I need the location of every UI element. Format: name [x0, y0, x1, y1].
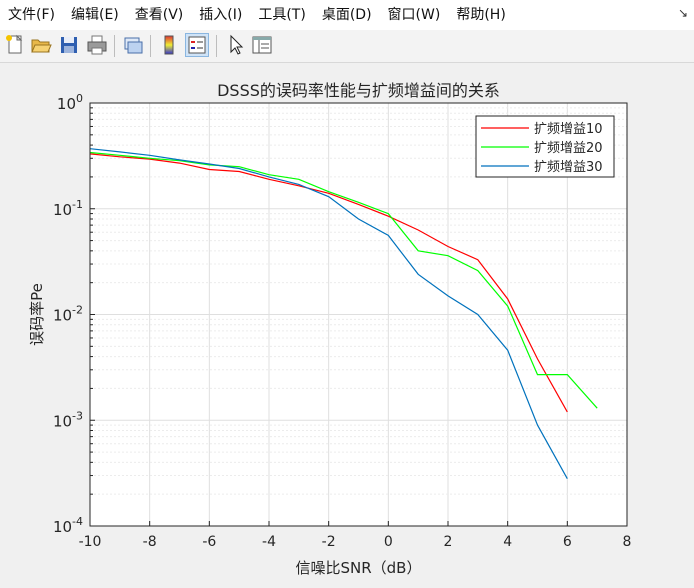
undock-chevron-icon[interactable]: ↘: [677, 6, 688, 20]
menu-help[interactable]: 帮助(H): [456, 7, 506, 23]
colorbar-icon[interactable]: [157, 33, 181, 57]
toolbar-separator: [216, 35, 217, 57]
series-line[interactable]: [89, 153, 568, 413]
chart-title: DSSS的误码率性能与扩频增益间的关系: [217, 81, 500, 100]
axes-frame: [89, 102, 628, 527]
open-folder-icon[interactable]: [29, 33, 53, 57]
legend-icon[interactable]: [185, 33, 209, 57]
x-tick-label: 0: [384, 534, 393, 550]
menu-tools[interactable]: 工具(T): [258, 7, 306, 23]
chart-svg: -10 -8 -6 -4 -2 0 2 4 6 8 10-4 10-3 10-2 10-1 100 DSSS…: [28, 81, 632, 577]
legend-entry-label: 扩频增益30: [534, 160, 603, 175]
x-tick-label: -2: [322, 534, 336, 550]
y-tick-label: 10-2: [53, 304, 83, 325]
x-axis-label: 信噪比SNR（dB）: [296, 559, 422, 577]
legend-entry-label: 扩频增益20: [534, 141, 603, 156]
toolbar-separator: [150, 35, 151, 57]
pointer-icon[interactable]: [223, 33, 247, 57]
menu-window[interactable]: 窗口(W): [387, 7, 441, 23]
x-tick-label: -10: [79, 534, 102, 550]
new-file-icon[interactable]: [3, 33, 27, 57]
y-axis-label: 误码率Pe: [28, 283, 46, 346]
series-line[interactable]: [89, 148, 568, 479]
legend[interactable]: 扩频增益10 扩频增益20 扩频增益30: [475, 115, 615, 178]
y-tick-label: 10-4: [53, 515, 83, 536]
y-tick-label: 10-3: [53, 409, 83, 430]
x-tick-label: 4: [503, 534, 512, 550]
series-line[interactable]: [89, 151, 598, 409]
x-tick-label: -4: [262, 534, 276, 550]
link-plot-icon[interactable]: [121, 33, 145, 57]
menu-bar: 文件(F) 编辑(E) 查看(V) 插入(I) 工具(T) 桌面(D) 窗口(W…: [0, 0, 694, 30]
x-tick-label: 2: [444, 534, 453, 550]
figure-toolbar: [0, 30, 694, 63]
x-tick-label: -8: [143, 534, 157, 550]
x-tick-label: 6: [563, 534, 572, 550]
menu-view[interactable]: 查看(V): [134, 7, 184, 23]
property-inspector-icon[interactable]: [250, 33, 274, 57]
figure-canvas: -10 -8 -6 -4 -2 0 2 4 6 8 10-4 10-3 10-2 10-1 100 DSSS…: [0, 63, 694, 584]
x-tick-label: -6: [202, 534, 216, 550]
menu-insert[interactable]: 插入(I): [199, 7, 243, 23]
save-icon[interactable]: [57, 33, 81, 57]
menu-file[interactable]: 文件(F): [8, 7, 55, 23]
x-tick-label: 8: [623, 534, 632, 550]
menu-edit[interactable]: 编辑(E): [70, 7, 119, 23]
menu-desktop[interactable]: 桌面(D): [321, 7, 372, 23]
toolbar-separator: [114, 35, 115, 57]
y-tick-label: 100: [57, 92, 83, 113]
y-tick-label: 10-1: [53, 198, 83, 219]
print-icon[interactable]: [85, 33, 109, 57]
legend-entry-label: 扩频增益10: [534, 122, 603, 137]
